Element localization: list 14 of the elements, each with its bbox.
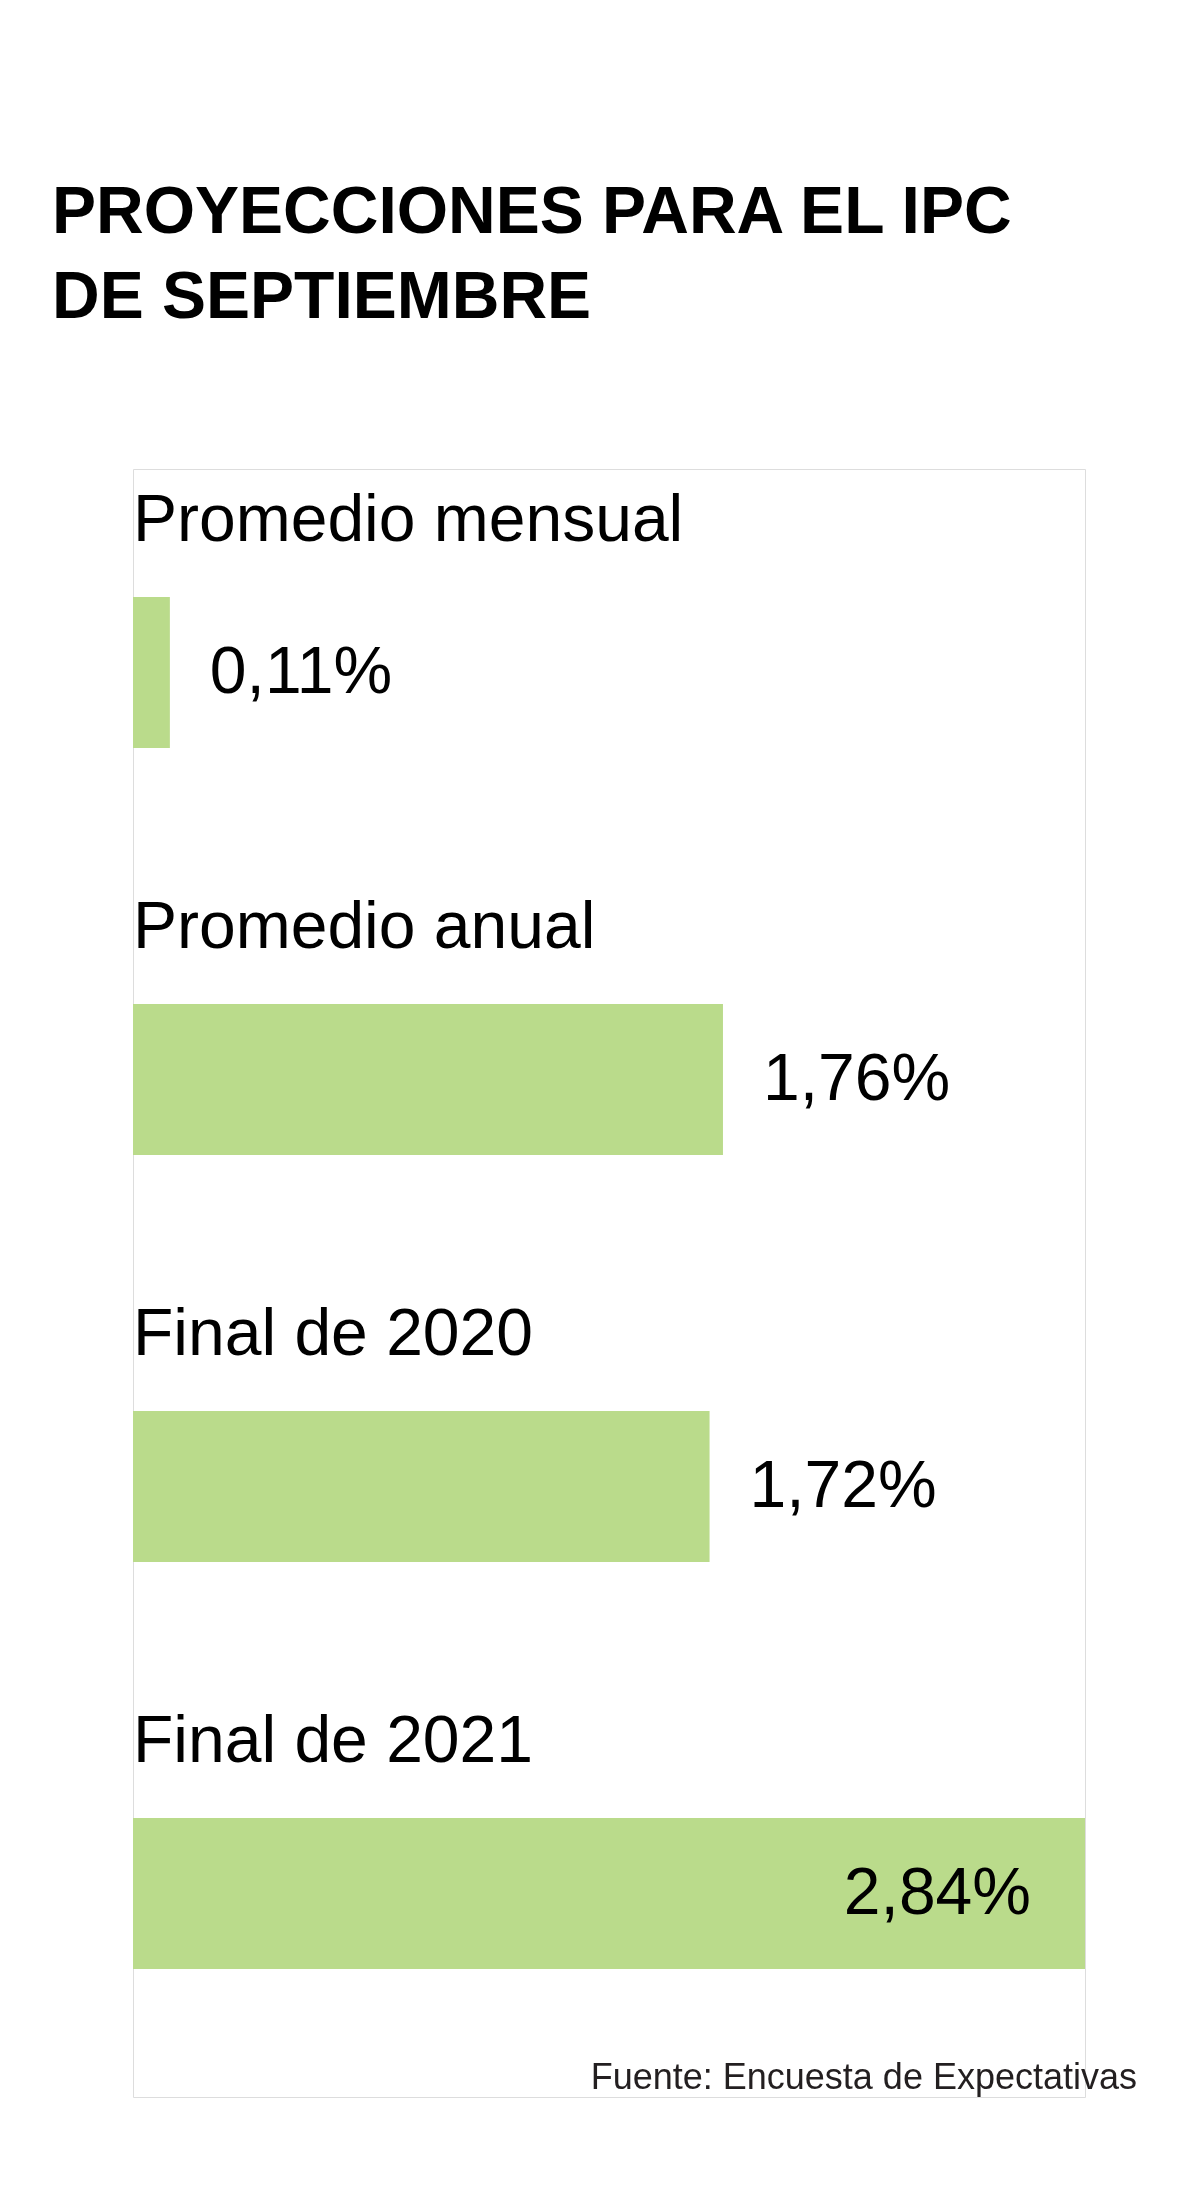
bar bbox=[133, 1004, 723, 1155]
y-tick-label: Final de 2021 bbox=[133, 1702, 533, 1776]
annotation: Fuente: Encuesta de Expectativas bbox=[590, 2056, 1137, 2097]
data-label: 2,84% bbox=[843, 1853, 1031, 1928]
data-label: 0,11% bbox=[209, 632, 393, 707]
y-tick-label: Final de 2020 bbox=[133, 1295, 533, 1369]
chart-title: PROYECCIONES PARA EL IPC DE SEPTIEMBRE bbox=[52, 173, 1012, 332]
y-tick-label: Promedio mensual bbox=[133, 481, 684, 555]
data-label: 1,76% bbox=[762, 1039, 951, 1114]
data-label: 1,72% bbox=[749, 1446, 937, 1521]
bar bbox=[133, 1818, 1085, 1969]
y-tick-label: Promedio anual bbox=[133, 888, 596, 962]
bar bbox=[133, 1411, 710, 1562]
bar bbox=[133, 597, 170, 748]
